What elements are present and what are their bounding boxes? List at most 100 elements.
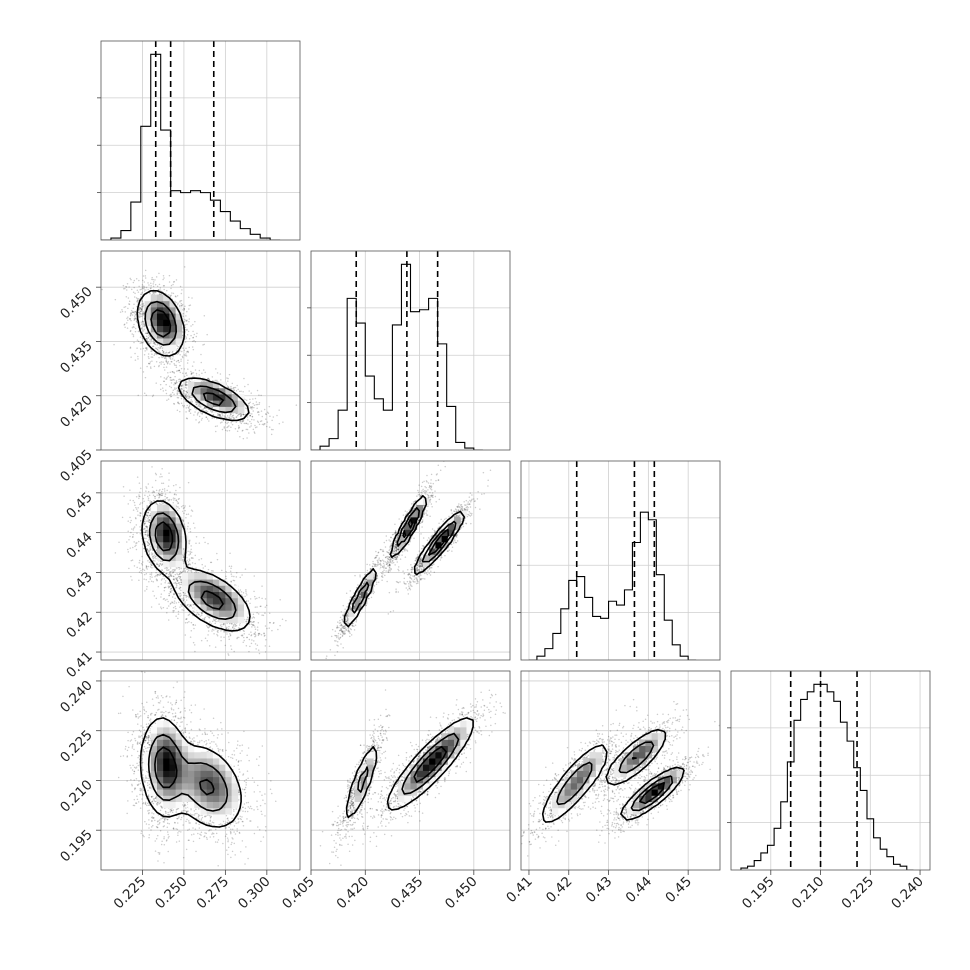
scatter-point [160, 607, 163, 610]
scatter-point [166, 496, 169, 499]
scatter-point [168, 592, 170, 595]
scatter-point [240, 594, 243, 596]
scatter-point [135, 506, 137, 509]
scatter-point [216, 425, 218, 427]
scatter-point [143, 288, 145, 290]
scatter-point [174, 387, 176, 389]
scatter-point [139, 532, 142, 535]
scatter-point [185, 337, 188, 340]
scatter-point [168, 572, 171, 575]
scatter-point [209, 621, 211, 623]
scatter-point [152, 556, 154, 559]
scatter-point [179, 301, 181, 303]
scatter-point [175, 296, 177, 298]
density-cell [206, 387, 214, 395]
scatter-point [216, 634, 219, 637]
panel-frame [310, 250, 511, 451]
scatter-point [169, 394, 171, 396]
scatter-point [265, 418, 267, 420]
scatter-point [249, 414, 251, 417]
scatter-point [176, 392, 178, 395]
scatter-point [142, 347, 145, 350]
scatter-point [128, 567, 130, 570]
panel-0-0 [97, 40, 301, 241]
scatter-point [169, 357, 171, 360]
scatter-point [225, 577, 228, 580]
scatter-point [162, 606, 165, 609]
scatter-point [142, 305, 144, 308]
scatter-point [186, 374, 188, 376]
scatter-point [230, 628, 232, 631]
scatter-point [126, 317, 128, 320]
scatter-point [278, 422, 281, 425]
scatter-point [153, 291, 156, 294]
scatter-point [148, 543, 151, 546]
scatter-point [253, 575, 256, 577]
scatter-point [149, 502, 152, 504]
scatter-point [254, 426, 257, 429]
scatter-point [183, 368, 186, 370]
scatter-point [246, 437, 248, 439]
scatter-point [259, 666, 261, 668]
scatter-point [223, 623, 225, 626]
scatter-point [250, 623, 253, 626]
scatter-point [147, 544, 150, 547]
scatter-point [240, 413, 243, 416]
scatter-point [148, 514, 150, 517]
scatter-point [187, 397, 189, 400]
scatter-point [173, 578, 176, 580]
scatter-point [189, 552, 191, 554]
scatter-point [177, 396, 180, 399]
scatter-point [160, 494, 162, 497]
scatter-point [144, 531, 146, 533]
scatter-point [245, 407, 247, 409]
scatter-point [148, 518, 151, 521]
scatter-point [143, 325, 145, 328]
scatter-point [195, 408, 197, 411]
scatter-point [134, 545, 136, 548]
scatter-point [159, 361, 161, 364]
scatter-point [263, 632, 265, 634]
scatter-point [163, 277, 165, 279]
panel-frame [520, 460, 721, 661]
scatter-point [190, 557, 193, 559]
scatter-point [157, 347, 159, 349]
scatter-point [141, 303, 143, 306]
scatter-point [177, 359, 179, 362]
scatter-point [177, 390, 180, 393]
scatter-point [142, 497, 145, 500]
scatter-point [172, 578, 175, 581]
scatter-point [251, 408, 253, 410]
scatter-point [148, 494, 151, 496]
scatter-point [240, 415, 242, 417]
scatter-point [135, 544, 137, 547]
scatter-point [177, 352, 180, 354]
scatter-point [203, 315, 206, 317]
scatter-point [193, 333, 196, 336]
scatter-point [192, 337, 194, 339]
scatter-point [208, 420, 210, 422]
scatter-point [178, 507, 180, 510]
scatter-point [188, 404, 191, 406]
scatter-point [162, 575, 165, 577]
scatter-point [154, 279, 156, 281]
scatter-point [156, 285, 159, 287]
scatter-point [188, 395, 191, 398]
density-cell [150, 331, 158, 339]
scatter-point [145, 394, 148, 396]
scatter-point [172, 589, 174, 591]
scatter-point [146, 544, 149, 547]
scatter-point [183, 389, 185, 392]
scatter-point [190, 396, 193, 399]
scatter-point [148, 580, 150, 583]
scatter-point [190, 509, 193, 511]
scatter-point [214, 425, 217, 428]
scatter-point [146, 527, 149, 529]
scatter-point [130, 519, 132, 522]
scatter-point [148, 509, 150, 512]
scatter-point [230, 385, 232, 388]
scatter-point [184, 621, 187, 624]
scatter-point [123, 324, 125, 326]
scatter-point [178, 497, 180, 500]
scatter-point [141, 302, 143, 304]
